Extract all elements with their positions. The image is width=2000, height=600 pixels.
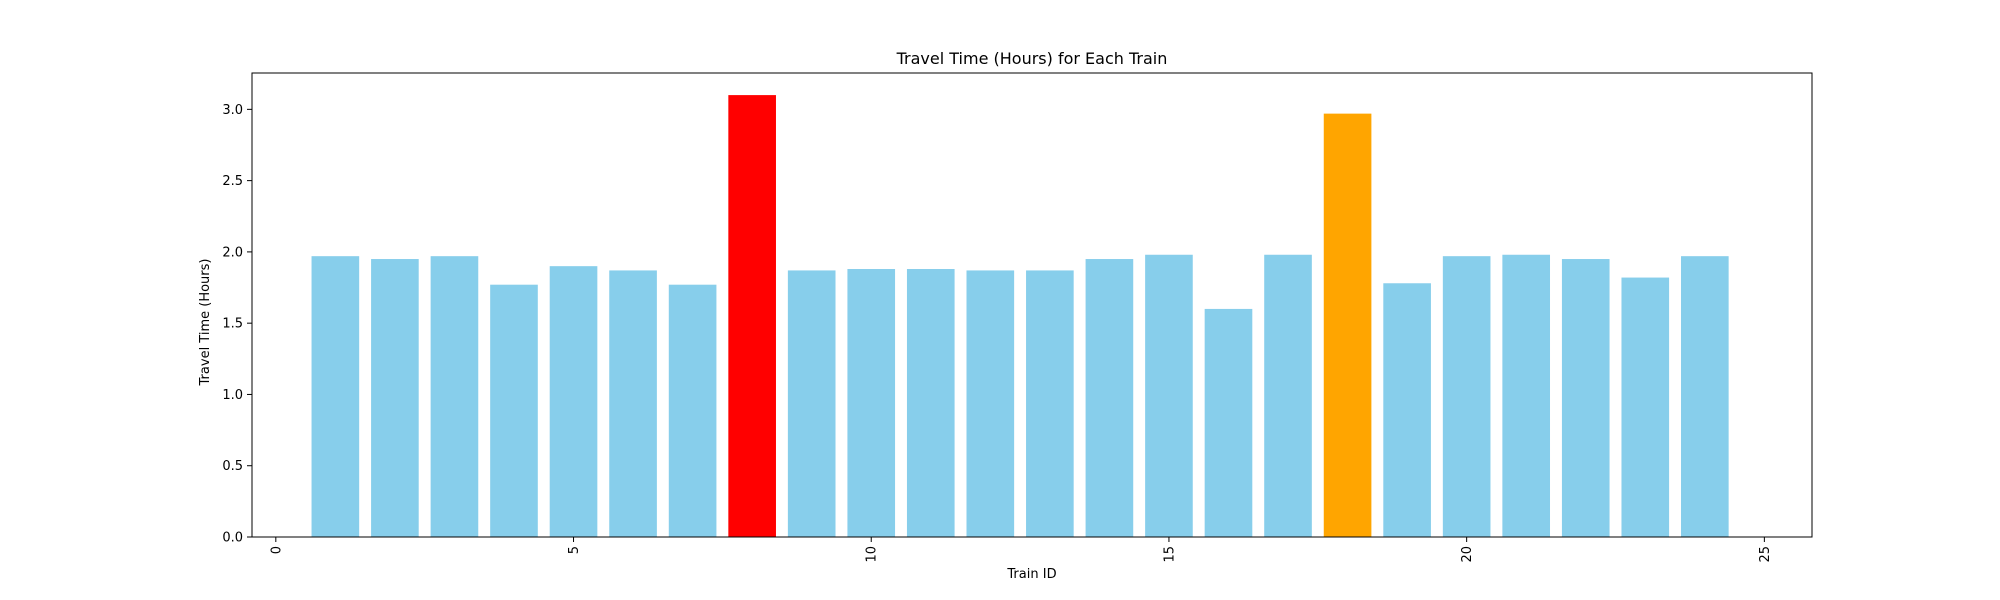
x-tick-label: 10: [865, 546, 880, 563]
y-axis-label: Travel Time (Hours): [198, 259, 213, 387]
bar-train-10: [847, 269, 896, 537]
y-tick-label: 2.5: [222, 174, 243, 189]
bar-train-17: [1264, 254, 1312, 537]
bar-train-5: [549, 266, 598, 537]
bar-train-13: [1026, 270, 1074, 537]
bar-train-1: [311, 256, 360, 537]
x-tick-label: 15: [1162, 546, 1177, 563]
bar-train-8: [728, 95, 776, 537]
y-axis-ticks: 0.0 0.5 1.0 1.5 2.0 2.5 3.0: [222, 103, 252, 546]
bar-train-18: [1323, 113, 1372, 537]
x-tick-label: 20: [1460, 546, 1475, 563]
x-tick-label: 25: [1758, 546, 1773, 563]
bar-train-6: [609, 270, 657, 537]
x-axis-ticks: 0 5 10 15 20 25: [269, 537, 1773, 563]
bar-train-20: [1442, 256, 1491, 537]
bar-train-2: [371, 259, 419, 537]
plot-frame: [251, 72, 1813, 538]
y-tick-label: 0.5: [222, 459, 243, 474]
bar-train-11: [906, 269, 955, 537]
bar-train-15: [1145, 254, 1193, 537]
bar-train-16: [1204, 308, 1253, 537]
bar-train-22: [1561, 259, 1610, 537]
bar-train-23: [1621, 277, 1670, 537]
y-tick-label: 1.0: [222, 388, 243, 403]
chart-title: Travel Time (Hours) for Each Train: [896, 49, 1168, 68]
x-tick-label: 0: [269, 546, 284, 554]
bar-train-21: [1502, 254, 1551, 537]
bar-train-7: [668, 284, 717, 537]
bar-train-14: [1085, 259, 1134, 537]
bar-train-9: [787, 270, 836, 537]
bar-train-3: [430, 256, 479, 537]
y-tick-label: 2.0: [222, 245, 243, 260]
y-tick-label: 3.0: [222, 103, 243, 118]
bar-train-19: [1383, 283, 1431, 537]
bars-group: [311, 95, 1729, 537]
y-tick-label: 0.0: [222, 531, 243, 546]
bar-train-4: [490, 284, 538, 537]
x-tick-label: 5: [567, 546, 582, 554]
y-tick-label: 1.5: [222, 317, 243, 332]
x-axis-label: Train ID: [1006, 567, 1056, 582]
bar-train-24: [1681, 256, 1729, 537]
bar-train-12: [966, 270, 1015, 537]
